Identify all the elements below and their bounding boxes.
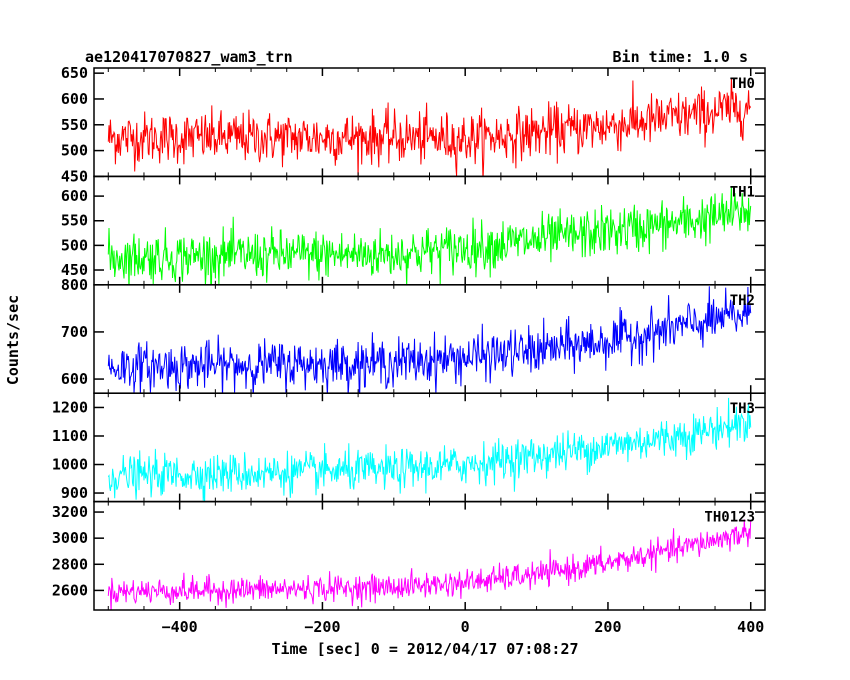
bin-time-label: Bin time: 1.0 s xyxy=(613,48,748,66)
panel-th0: 450 500 550 600 650 TH0 xyxy=(61,64,766,185)
y-tick-label: 1000 xyxy=(52,456,88,474)
y-tick-label: 500 xyxy=(61,142,88,160)
panel-label-th2: TH2 xyxy=(730,293,755,309)
panel-th3: 900 1000 1100 1200 TH3 xyxy=(52,392,766,503)
y-axis-label: Counts/sec xyxy=(4,295,22,385)
y-tick-label: 450 xyxy=(61,261,88,279)
panel-label-th0: TH0 xyxy=(730,76,755,92)
series-line-th3 xyxy=(107,397,752,502)
y-tick-label: 1100 xyxy=(52,427,88,445)
y-tick-label: 3000 xyxy=(52,529,88,547)
panel-label-th1: TH1 xyxy=(730,184,755,200)
y-tick-label: 3200 xyxy=(52,503,88,521)
x-tick-label: 200 xyxy=(594,618,621,636)
panel-label-th0123: TH0123 xyxy=(704,510,755,526)
y-tick-label: 500 xyxy=(61,236,88,254)
x-axis-label: Time [sec] 0 = 2012/04/17 07:08:27 xyxy=(271,640,578,658)
x-tick-label: −200 xyxy=(304,618,340,636)
x-tick-label: 0 xyxy=(461,618,470,636)
y-tick-label: 2600 xyxy=(52,581,88,599)
chart-title: ae120417070827_wam3_trn xyxy=(85,48,293,66)
y-tick-label: 650 xyxy=(61,64,88,82)
series-line-th1 xyxy=(107,186,752,285)
panel-frame xyxy=(93,67,766,178)
panel-label-th3: TH3 xyxy=(730,401,755,417)
y-tick-label: 700 xyxy=(61,323,88,341)
y-tick-label: 600 xyxy=(61,187,88,205)
panel-th2: 600 700 800 TH2 xyxy=(61,276,766,394)
y-tick-label: 450 xyxy=(61,167,88,185)
y-tick-label: 1200 xyxy=(52,398,88,416)
x-tick-label: −400 xyxy=(162,618,198,636)
series-line-th2 xyxy=(107,286,752,394)
panel-th0123: 2600 2800 3000 3200 TH0123 xyxy=(52,500,766,611)
series-line-th0 xyxy=(107,77,752,177)
panels-group: 450 500 550 600 650 TH0 450 500 550 600 TH1 600 700 8… xyxy=(52,64,766,611)
y-tick-label: 800 xyxy=(61,276,88,294)
y-tick-label: 550 xyxy=(61,116,88,134)
y-tick-label: 550 xyxy=(61,212,88,230)
x-tick-label: 400 xyxy=(737,618,764,636)
x-axis: −400 −200 0 200 400 xyxy=(162,618,765,636)
y-tick-label: 600 xyxy=(61,90,88,108)
y-tick-label: 600 xyxy=(61,370,88,388)
series-line-th0123 xyxy=(107,519,752,611)
y-tick-label: 900 xyxy=(61,484,88,502)
y-tick-label: 2800 xyxy=(52,555,88,573)
panel-th1: 450 500 550 600 TH1 xyxy=(61,175,766,286)
panel-frame xyxy=(93,175,766,286)
